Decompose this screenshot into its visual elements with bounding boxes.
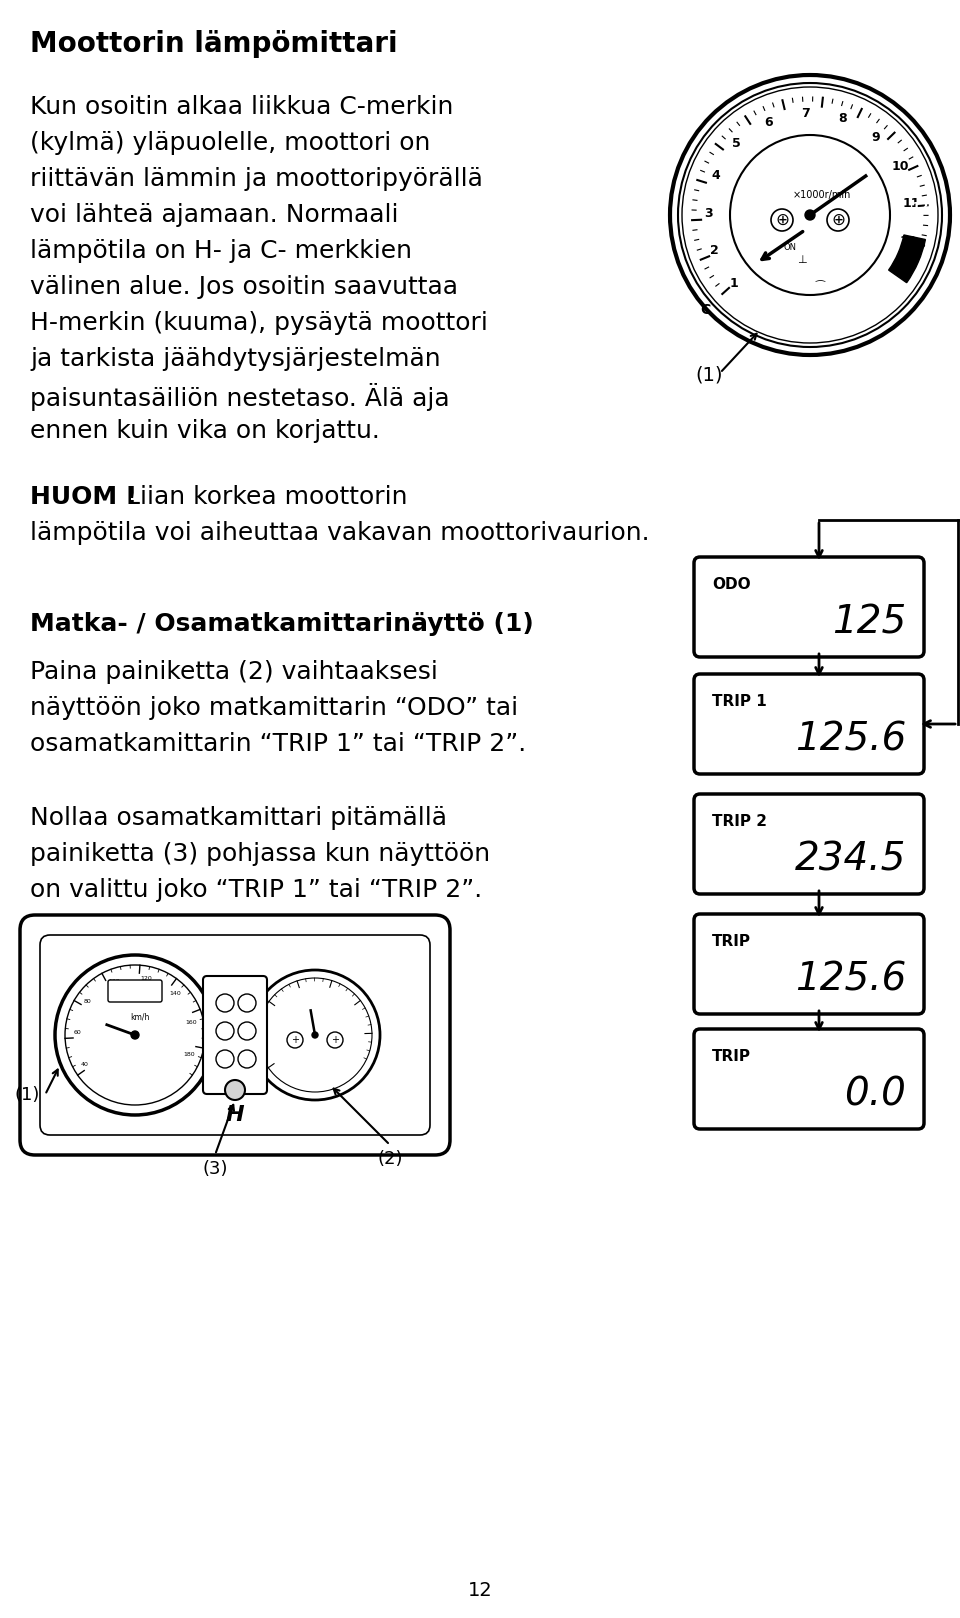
Circle shape [287,1032,303,1048]
Text: ×1000r/min: ×1000r/min [793,189,852,201]
Text: 10: 10 [891,160,909,173]
Text: Matka- / Osamatkamittarinäyttö (1): Matka- / Osamatkamittarinäyttö (1) [30,612,534,636]
Text: lämpötila voi aiheuttaa vakavan moottorivaurion.: lämpötila voi aiheuttaa vakavan moottori… [30,521,650,545]
FancyBboxPatch shape [203,976,267,1094]
Circle shape [225,1079,245,1100]
FancyBboxPatch shape [694,914,924,1014]
Text: 9: 9 [872,131,880,144]
FancyBboxPatch shape [108,981,162,1002]
Text: 4: 4 [711,170,720,183]
Text: 160: 160 [185,1019,198,1024]
Text: (1): (1) [15,1086,40,1103]
Text: 180: 180 [183,1052,195,1057]
Circle shape [258,977,372,1092]
Text: H-merkin (kuuma), pysäytä moottori: H-merkin (kuuma), pysäytä moottori [30,311,488,335]
Text: ⊕: ⊕ [831,210,845,230]
Text: Nollaa osamatkamittari pitämällä: Nollaa osamatkamittari pitämällä [30,806,447,830]
Text: (kylmä) yläpuolelle, moottori on: (kylmä) yläpuolelle, moottori on [30,131,430,155]
Circle shape [131,1031,139,1039]
Text: ennen kuin vika on korjattu.: ennen kuin vika on korjattu. [30,419,380,443]
Text: painiketta (3) pohjassa kun näyttöön: painiketta (3) pohjassa kun näyttöön [30,841,491,866]
Circle shape [730,134,890,294]
FancyBboxPatch shape [694,557,924,657]
FancyBboxPatch shape [20,916,450,1155]
FancyBboxPatch shape [40,935,430,1134]
Text: ⊕: ⊕ [775,210,789,230]
Text: 12: 12 [900,235,917,248]
Text: +: + [291,1036,299,1045]
Text: ⁀: ⁀ [815,282,825,291]
Text: 125.6: 125.6 [795,959,906,998]
Text: riittävän lämmin ja moottoripyörällä: riittävän lämmin ja moottoripyörällä [30,167,483,191]
Text: H: H [226,1105,244,1125]
Text: TRIP: TRIP [712,1048,751,1065]
Text: km/h: km/h [131,1013,150,1021]
Circle shape [827,209,849,231]
FancyBboxPatch shape [694,675,924,773]
Circle shape [805,210,815,220]
Circle shape [65,964,205,1105]
Text: 11: 11 [902,197,920,210]
Text: ⊥: ⊥ [797,256,806,265]
Text: C: C [700,303,710,317]
Text: TRIP 2: TRIP 2 [712,814,767,828]
Text: lämpötila on H- ja C- merkkien: lämpötila on H- ja C- merkkien [30,239,412,264]
Circle shape [771,209,793,231]
Text: 234.5: 234.5 [795,840,906,879]
Text: Liian korkea moottorin: Liian korkea moottorin [118,485,407,510]
Text: 12: 12 [468,1581,492,1600]
Text: Moottorin lämpömittari: Moottorin lämpömittari [30,31,397,58]
Text: 8: 8 [839,112,848,125]
Text: näyttöön joko matkamittarin “ODO” tai: näyttöön joko matkamittarin “ODO” tai [30,696,518,720]
Text: 1: 1 [730,277,738,290]
Text: (2): (2) [377,1150,403,1168]
Text: 80: 80 [84,998,92,1003]
Circle shape [327,1032,343,1048]
Text: TRIP: TRIP [712,934,751,950]
Text: 12: 12 [911,201,928,214]
Text: Kun osoitin alkaa liikkua C-merkin: Kun osoitin alkaa liikkua C-merkin [30,95,453,120]
FancyBboxPatch shape [694,1029,924,1129]
Text: 40: 40 [81,1061,88,1066]
Text: voi lähteä ajamaan. Normaali: voi lähteä ajamaan. Normaali [30,202,398,227]
Text: välinen alue. Jos osoitin saavuttaa: välinen alue. Jos osoitin saavuttaa [30,275,458,299]
Text: 7: 7 [801,107,809,120]
Text: HUOM !: HUOM ! [30,485,137,510]
Text: 6: 6 [764,115,773,128]
Text: 100: 100 [108,979,120,984]
Text: 140: 140 [170,990,181,997]
Text: 5: 5 [732,138,741,150]
Wedge shape [889,235,925,283]
Text: 125.6: 125.6 [795,720,906,757]
Text: 0.0: 0.0 [844,1074,906,1113]
Text: +: + [331,1036,339,1045]
Text: 125: 125 [831,604,906,641]
Text: ON: ON [783,243,797,251]
Text: on valittu joko “TRIP 1” tai “TRIP 2”.: on valittu joko “TRIP 1” tai “TRIP 2”. [30,879,482,901]
Text: ja tarkista jäähdytysjärjestelmän: ja tarkista jäähdytysjärjestelmän [30,346,441,371]
Text: paisuntasäiliön nestetaso. Älä aja: paisuntasäiliön nestetaso. Älä aja [30,383,449,411]
Circle shape [312,1032,318,1039]
Text: 2: 2 [710,244,719,257]
Text: (1): (1) [695,366,723,383]
Text: 60: 60 [73,1029,81,1034]
Text: TRIP 1: TRIP 1 [712,694,767,709]
Text: 3: 3 [704,207,712,220]
Text: Paina painiketta (2) vaihtaaksesi: Paina painiketta (2) vaihtaaksesi [30,660,438,684]
Text: ODO: ODO [712,578,751,592]
Text: 120: 120 [140,976,153,981]
Text: osamatkamittarin “TRIP 1” tai “TRIP 2”.: osamatkamittarin “TRIP 1” tai “TRIP 2”. [30,731,526,756]
FancyBboxPatch shape [694,794,924,895]
Text: (3): (3) [203,1160,228,1178]
